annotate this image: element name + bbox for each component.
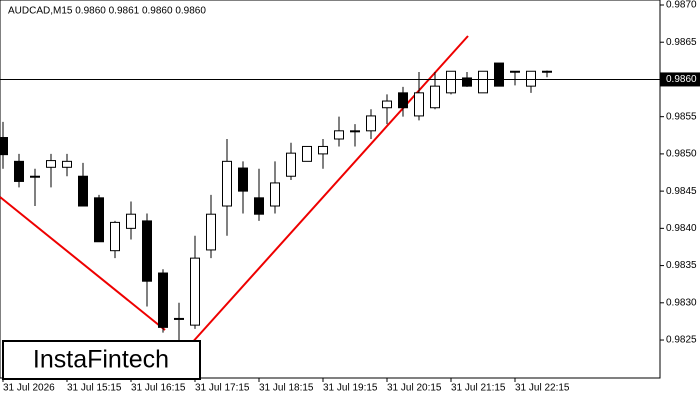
candle-body [110,221,120,252]
x-tick-label: 31 Jul 22:15 [515,383,570,394]
candle-body [286,152,296,177]
candle-body [382,100,392,109]
candle-body [142,220,152,282]
x-tick-label: 31 Jul 2026 [3,383,55,394]
candle-body [0,137,8,156]
chart-title: AUDCAD,M15 0.9860 0.9861 0.9860 0.9860 [8,6,206,17]
current-price-label: 0.9860 [666,74,697,85]
candle-body [174,317,184,320]
candle-body [398,92,408,109]
candle-body [126,213,136,229]
candle-body [350,130,360,133]
candle-body [206,213,216,251]
candles [0,62,552,344]
candle-body [542,70,552,73]
candle-body [222,160,232,207]
x-tick-label: 31 Jul 18:15 [259,383,314,394]
candle-body [510,70,520,73]
candle-body [478,70,488,94]
candle-body [414,92,424,117]
y-tick-label: 0.9850 [666,149,697,160]
pattern-line [0,196,166,331]
candle-body [78,175,88,207]
candle-body [62,160,72,168]
y-tick-label: 0.9845 [666,186,697,197]
y-tick-label: 0.9865 [666,37,697,48]
candle-body [238,167,248,192]
candle-body [254,197,264,215]
candle-body [318,145,328,155]
candle-body [190,257,200,326]
candle-body [366,115,376,132]
candle-body [270,182,280,207]
pattern-line [189,35,469,346]
y-tick-label: 0.9840 [666,223,697,234]
candle-body [302,145,312,162]
x-tick-label: 31 Jul 17:15 [195,383,250,394]
x-tick-label: 31 Jul 16:15 [131,383,186,394]
logo: InstaFintech [33,346,169,374]
logo-box [2,340,201,380]
candle-body [462,77,472,87]
candle-body [494,62,504,87]
candle-body [94,197,104,243]
candle-body [526,70,536,87]
y-tick-label: 0.9830 [666,297,697,308]
candle-body [446,70,456,94]
y-tick-label: 0.9825 [666,335,697,346]
y-tick-label: 0.9835 [666,260,697,271]
candle-body [430,85,440,109]
x-tick-label: 31 Jul 15:15 [67,383,122,394]
x-tick-label: 31 Jul 19:15 [323,383,378,394]
candle-body [46,160,56,168]
candle-body [30,175,40,178]
candle-body [14,160,24,182]
y-tick-label: 0.9855 [666,111,697,122]
y-tick-label: 0.9870 [666,0,697,11]
candle-body [158,272,168,328]
x-tick-label: 31 Jul 20:15 [387,383,442,394]
current-price-box [660,72,700,87]
x-tick-label: 31 Jul 21:15 [451,383,506,394]
candle-body [334,130,344,140]
